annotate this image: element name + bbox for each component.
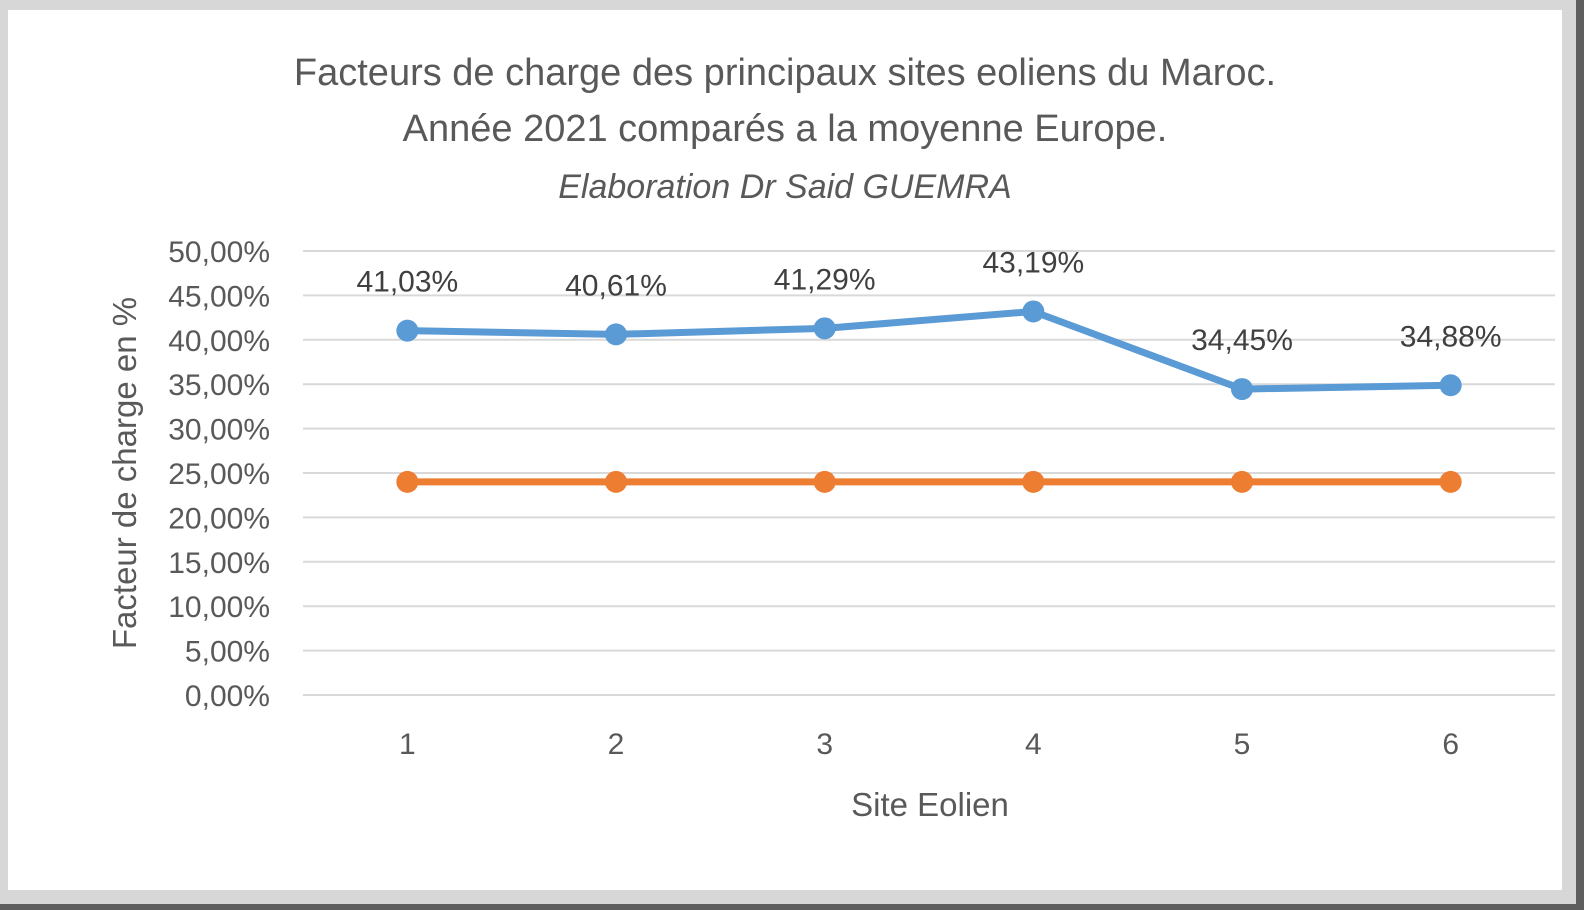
x-tick-label: 4 bbox=[1025, 728, 1042, 761]
y-tick-label: 50,00% bbox=[168, 236, 270, 269]
chart-title-line2: Année 2021 comparés a la moyenne Europe. bbox=[402, 108, 1168, 150]
data-label: 34,45% bbox=[1191, 324, 1293, 357]
data-labels: 41,03% 40,61% 41,29% 43,19% 34,45% 34,88% bbox=[356, 246, 1501, 357]
data-label: 41,03% bbox=[356, 266, 458, 299]
y-tick-label: 20,00% bbox=[168, 502, 270, 535]
y-tick-label: 5,00% bbox=[185, 636, 270, 669]
y-axis-title: Facteur de charge en % bbox=[106, 297, 143, 649]
data-point bbox=[1439, 470, 1462, 493]
x-tick-label: 6 bbox=[1442, 728, 1459, 761]
data-point bbox=[396, 319, 419, 342]
data-point bbox=[1022, 470, 1045, 493]
data-point bbox=[1231, 470, 1253, 493]
x-tick-label: 3 bbox=[816, 728, 833, 761]
data-label: 43,19% bbox=[982, 246, 1084, 279]
series-group bbox=[396, 300, 1462, 493]
data-label: 34,88% bbox=[1400, 320, 1502, 353]
data-point bbox=[396, 470, 419, 493]
x-tick-label: 2 bbox=[608, 728, 625, 761]
chart-area: Facteurs de charge des principaux sites … bbox=[8, 10, 1562, 890]
chart-subtitle: Elaboration Dr Said GUEMRA bbox=[558, 168, 1012, 206]
y-tick-label: 40,00% bbox=[168, 325, 270, 358]
y-tick-label: 35,00% bbox=[168, 369, 270, 402]
data-point bbox=[1231, 378, 1253, 401]
y-tick-label: 10,00% bbox=[168, 591, 270, 624]
y-tick-label: 45,00% bbox=[168, 280, 270, 313]
chart-title: Facteurs de charge des principaux sites … bbox=[293, 52, 1277, 94]
y-tick-label: 15,00% bbox=[168, 547, 270, 580]
x-tick-label: 1 bbox=[399, 728, 416, 761]
series-line-1 bbox=[407, 307, 1451, 393]
x-axis-tick-labels: 1 2 3 4 5 6 bbox=[399, 728, 1459, 761]
data-point bbox=[813, 317, 836, 340]
data-point bbox=[605, 470, 627, 493]
data-point bbox=[605, 323, 627, 346]
data-label: 41,29% bbox=[774, 263, 876, 296]
data-point bbox=[1439, 374, 1462, 397]
x-axis-title: Site Eolien bbox=[851, 786, 1009, 823]
x-tick-label: 5 bbox=[1234, 728, 1251, 761]
y-tick-label: 30,00% bbox=[168, 414, 270, 447]
data-point bbox=[813, 470, 836, 493]
data-label: 40,61% bbox=[565, 269, 667, 302]
data-point bbox=[1022, 300, 1045, 323]
y-tick-label: 0,00% bbox=[185, 680, 270, 713]
y-axis-tick-labels: 0,00% 5,00% 10,00% 15,00% 20,00% 25,00% 30,00%… bbox=[168, 236, 270, 713]
y-tick-label: 25,00% bbox=[168, 458, 270, 491]
